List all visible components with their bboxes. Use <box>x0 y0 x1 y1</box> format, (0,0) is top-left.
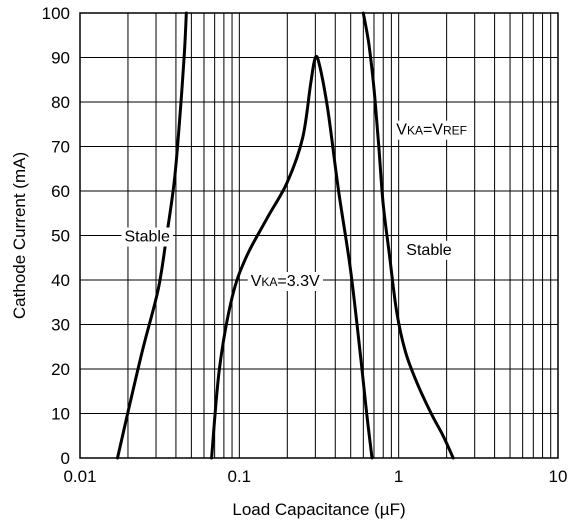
y-tick-label: 50 <box>51 227 70 246</box>
stable-left-label: Stable <box>124 229 169 246</box>
x-tick-label: 10 <box>549 467 568 486</box>
y-tick-label: 70 <box>51 138 70 157</box>
y-tick-label: 80 <box>51 93 70 112</box>
vka-3v3-value: =3.3V <box>277 273 320 290</box>
y-tick-label: 90 <box>51 49 70 68</box>
vka-3v3-v: V <box>251 273 262 290</box>
vka-vref-sub1: KA <box>407 124 423 138</box>
x-tick-label: 0.1 <box>228 467 252 486</box>
stable-left-label-bg <box>121 227 173 247</box>
vka-3v3-label: VKA=3.3V <box>251 273 320 290</box>
vka-vref-sub2: REF <box>443 124 467 138</box>
stable-right-label: Stable <box>406 242 451 259</box>
x-tick-label: 1 <box>394 467 403 486</box>
vka-vref-label-bg <box>393 120 470 140</box>
y-axis-title: Cathode Current (mA) <box>10 152 29 319</box>
series-line <box>361 11 455 460</box>
y-tick-label: 30 <box>51 316 70 335</box>
y-tick-label: 40 <box>51 271 70 290</box>
y-tick-label: 60 <box>51 182 70 201</box>
y-tick-label: 20 <box>51 360 70 379</box>
vka-3v3-sub: KA <box>261 275 277 289</box>
stable-right-label-bg <box>403 240 455 260</box>
vka-vref-eq: =V <box>423 122 443 139</box>
vka-vref-label: VKA=VREF <box>396 122 467 139</box>
vka-vref-v: V <box>396 122 407 139</box>
plot-frame <box>79 12 559 459</box>
y-tick-label: 100 <box>42 4 70 23</box>
x-axis-title: Load Capacitance (µF) <box>232 500 405 519</box>
series-line <box>210 54 374 460</box>
y-tick-label: 10 <box>51 405 70 424</box>
x-tick-label: 0.01 <box>63 467 96 486</box>
vka-3v3-label-bg <box>247 272 323 291</box>
y-tick-label: 0 <box>61 449 70 468</box>
